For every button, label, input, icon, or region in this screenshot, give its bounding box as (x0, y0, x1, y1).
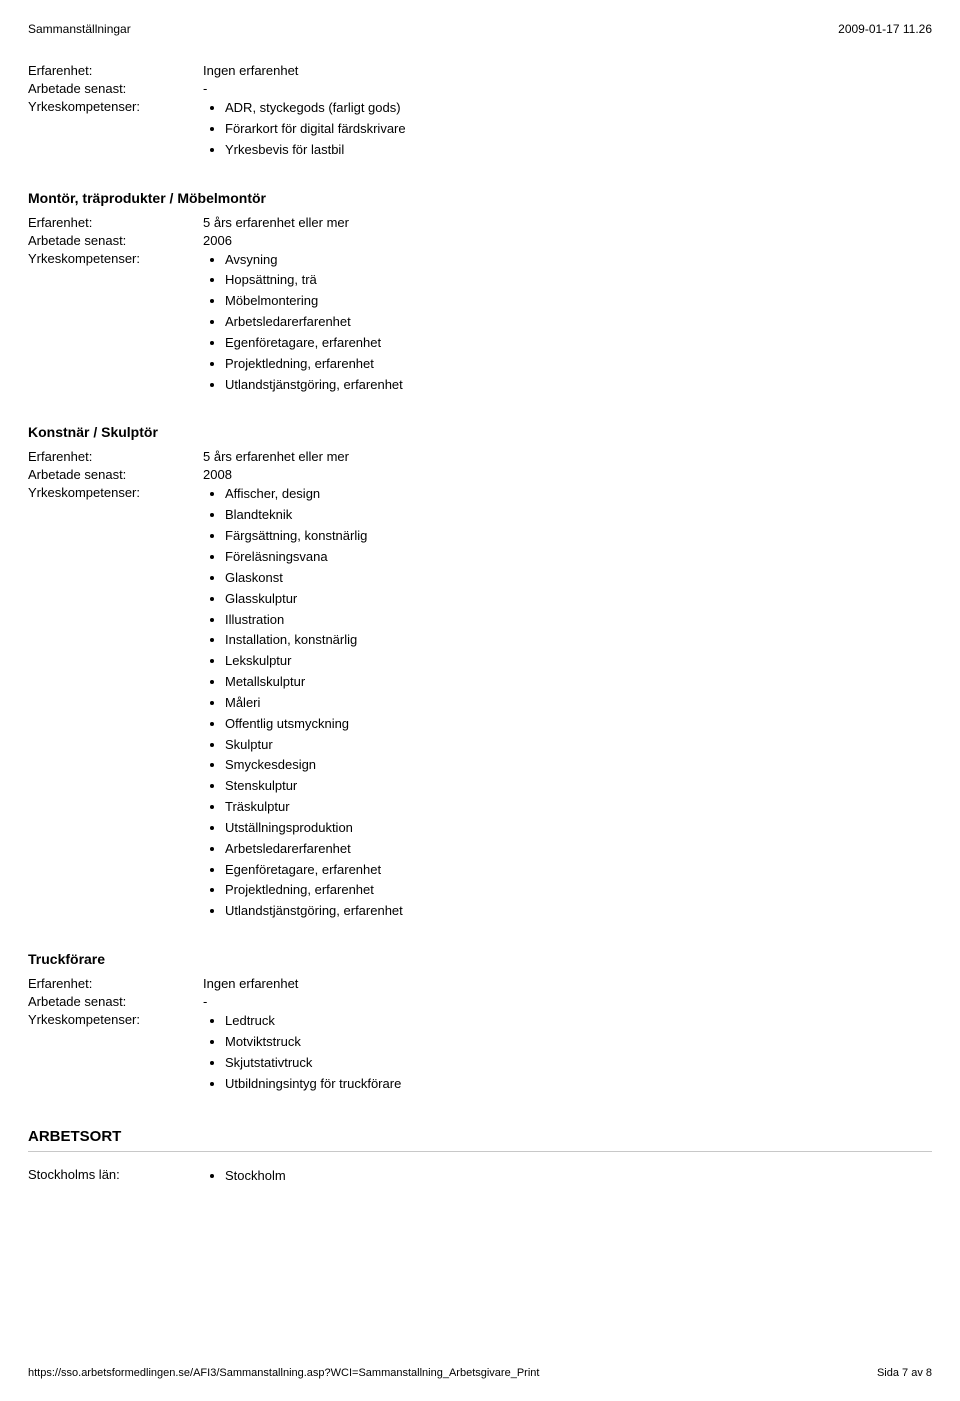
section-block: Konstnär / Skulptör Erfarenhet: 5 års er… (28, 424, 932, 923)
senast-value: - (203, 80, 932, 96)
page-header: Sammanställningar 2009-01-17 11.26 (28, 22, 932, 36)
row-kompetenser: Yrkeskompetenser: ADR, styckegods (farli… (28, 98, 932, 162)
list-item: Projektledning, erfarenhet (225, 355, 932, 374)
list-item: Skjutstativtruck (225, 1054, 932, 1073)
erfarenhet-label: Erfarenhet: (28, 448, 203, 464)
list-item: Avsyning (225, 251, 932, 270)
kompetenser-list: Affischer, design Blandteknik Färgsättning… (203, 485, 932, 921)
kompetenser-list: ADR, styckegods (farligt gods) Förarkort … (203, 99, 932, 160)
list-item: Färgsättning, konstnärlig (225, 527, 932, 546)
erfarenhet-value: Ingen erfarenhet (203, 62, 932, 78)
list-item: Ledtruck (225, 1012, 932, 1031)
row-senast: Arbetade senast: 2008 (28, 466, 932, 482)
list-item: Egenföretagare, erfarenhet (225, 861, 932, 880)
erfarenhet-label: Erfarenhet: (28, 975, 203, 991)
senast-label: Arbetade senast: (28, 466, 203, 482)
list-item: Installation, konstnärlig (225, 631, 932, 650)
kompetenser-label: Yrkeskompetenser: (28, 98, 203, 114)
list-item: ADR, styckegods (farligt gods) (225, 99, 932, 118)
row-kompetenser: Yrkeskompetenser: Affischer, design Bland… (28, 484, 932, 923)
erfarenhet-label: Erfarenhet: (28, 214, 203, 230)
senast-label: Arbetade senast: (28, 232, 203, 248)
senast-label: Arbetade senast: (28, 80, 203, 96)
kompetenser-value: Ledtruck Motviktstruck Skjutstativtruck Utb… (203, 1011, 932, 1095)
row-senast: Arbetade senast: 2006 (28, 232, 932, 248)
list-item: Projektledning, erfarenhet (225, 881, 932, 900)
kompetenser-value: AvsyningHopsättning, trä Möbelmontering Ar… (203, 250, 932, 397)
senast-value: 2008 (203, 466, 932, 482)
list-item: Stenskulptur (225, 777, 932, 796)
row-erfarenhet: Erfarenhet: Ingen erfarenhet (28, 975, 932, 991)
arbetsort-heading: ARBETSORT (28, 1128, 932, 1145)
list-item: Arbetsledarerfarenhet (225, 840, 932, 859)
list-item: Stockholm (225, 1167, 932, 1186)
list-item: Egenföretagare, erfarenhet (225, 334, 932, 353)
list-item: Utlandstjänstgöring, erfarenhet (225, 902, 932, 921)
list-item: Utbildningsintyg för truckförare (225, 1075, 932, 1094)
list-item: Glasskulptur (225, 590, 932, 609)
erfarenhet-value: 5 års erfarenhet eller mer (203, 448, 932, 464)
senast-value: 2006 (203, 232, 932, 248)
row-arbetsort: Stockholms län: Stockholm (28, 1166, 932, 1188)
row-erfarenhet: Erfarenhet: 5 års erfarenhet eller mer (28, 448, 932, 464)
row-erfarenhet: Erfarenhet: 5 års erfarenhet eller mer (28, 214, 932, 230)
section-block: Montör, träprodukter / Möbelmontör Erfar… (28, 190, 932, 397)
list-item: Utlandstjänstgöring, erfarenhet (225, 376, 932, 395)
list-item: Hopsättning, trä (225, 271, 932, 290)
kompetenser-value: Affischer, design Blandteknik Färgsättning… (203, 484, 932, 923)
erfarenhet-value: Ingen erfarenhet (203, 975, 932, 991)
arbetsort-value: Stockholm (203, 1166, 932, 1188)
footer-left: https://sso.arbetsformedlingen.se/AFI3/S… (28, 1367, 539, 1379)
erfarenhet-label: Erfarenhet: (28, 62, 203, 78)
kompetenser-label: Yrkeskompetenser: (28, 484, 203, 500)
kompetenser-list: AvsyningHopsättning, trä Möbelmontering Ar… (203, 251, 932, 395)
list-item: Träskulptur (225, 798, 932, 817)
divider (28, 1151, 932, 1152)
section-title: Konstnär / Skulptör (28, 424, 932, 440)
page-footer: https://sso.arbetsformedlingen.se/AFI3/S… (28, 1367, 932, 1379)
list-item: Glaskonst (225, 569, 932, 588)
list-item: Lekskulptur (225, 652, 932, 671)
row-kompetenser: Yrkeskompetenser: AvsyningHopsättning, t… (28, 250, 932, 397)
list-item: Förarkort för digital färdskrivare (225, 120, 932, 139)
erfarenhet-value: 5 års erfarenhet eller mer (203, 214, 932, 230)
list-item: Måleri (225, 694, 932, 713)
header-right: 2009-01-17 11.26 (838, 22, 932, 36)
kompetenser-label: Yrkeskompetenser: (28, 1011, 203, 1027)
senast-value: - (203, 993, 932, 1009)
list-item: Offentlig utsmyckning (225, 715, 932, 734)
row-erfarenhet: Erfarenhet: Ingen erfarenhet (28, 62, 932, 78)
list-item: Skulptur (225, 736, 932, 755)
section-block: Erfarenhet: Ingen erfarenhet Arbetade se… (28, 62, 932, 162)
list-item: Utställningsproduktion (225, 819, 932, 838)
kompetenser-label: Yrkeskompetenser: (28, 250, 203, 266)
row-kompetenser: Yrkeskompetenser: Ledtruck Motviktstruck S… (28, 1011, 932, 1095)
kompetenser-list: Ledtruck Motviktstruck Skjutstativtruck Utb… (203, 1012, 932, 1093)
footer-right: Sida 7 av 8 (877, 1367, 932, 1379)
arbetsort-list: Stockholm (203, 1167, 932, 1186)
section-title: Truckförare (28, 951, 932, 967)
row-senast: Arbetade senast: - (28, 993, 932, 1009)
list-item: Föreläsningsvana (225, 548, 932, 567)
list-item: Blandteknik (225, 506, 932, 525)
arbetsort-label: Stockholms län: (28, 1166, 203, 1182)
list-item: Möbelmontering (225, 292, 932, 311)
section-title: Montör, träprodukter / Möbelmontör (28, 190, 932, 206)
list-item: Motviktstruck (225, 1033, 932, 1052)
senast-label: Arbetade senast: (28, 993, 203, 1009)
list-item: Yrkesbevis för lastbil (225, 141, 932, 160)
list-item: Metallskulptur (225, 673, 932, 692)
list-item: Arbetsledarerfarenhet (225, 313, 932, 332)
header-left: Sammanställningar (28, 22, 131, 36)
list-item: Smyckesdesign (225, 756, 932, 775)
section-block: Truckförare Erfarenhet: Ingen erfarenhet… (28, 951, 932, 1095)
row-senast: Arbetade senast: - (28, 80, 932, 96)
list-item: Affischer, design (225, 485, 932, 504)
kompetenser-value: ADR, styckegods (farligt gods) Förarkort … (203, 98, 932, 162)
list-item: Illustration (225, 611, 932, 630)
